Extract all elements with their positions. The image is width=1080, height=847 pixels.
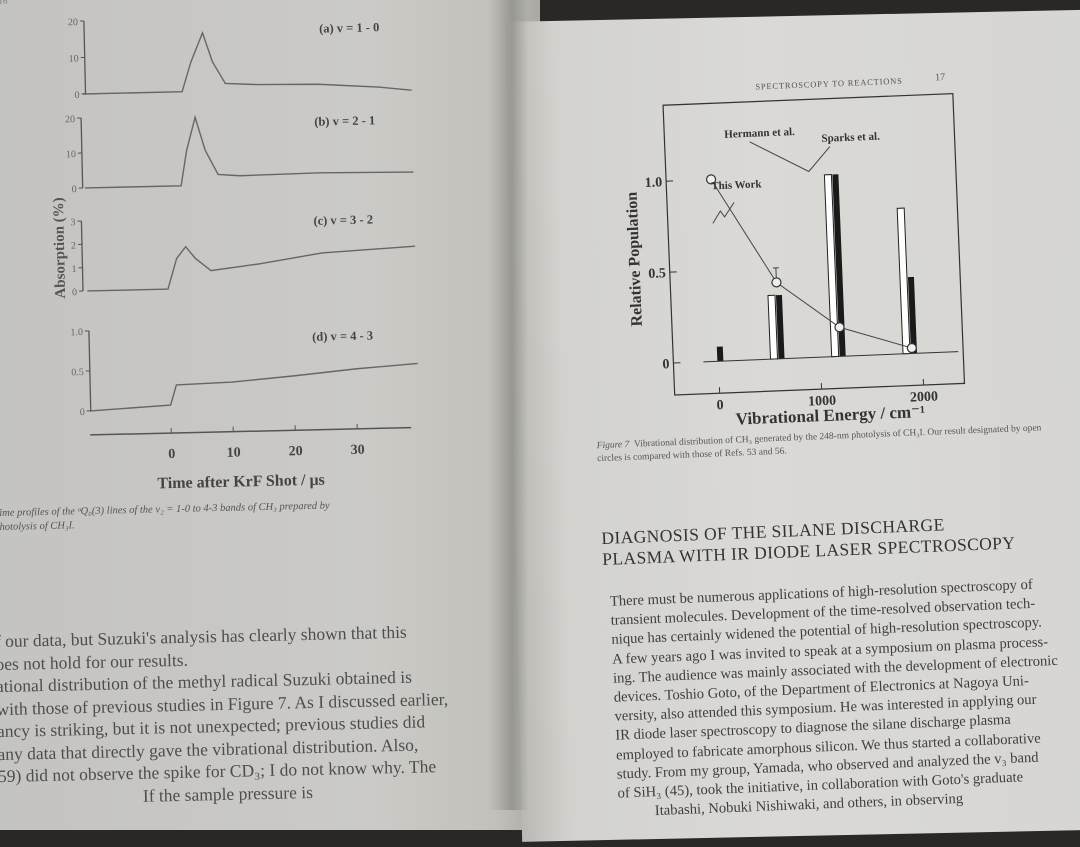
bar-hermann [768,295,778,359]
x-axis-label: Vibrational Energy / cm⁻¹ [735,402,925,429]
x-tick-label: 0 [716,398,724,413]
this-work-point [772,278,781,287]
annotation-sparks: Sparks et al. [821,131,880,145]
baseline [703,352,958,362]
annotation-leader [750,139,831,174]
right-body-text: There must be numerous applications of h… [610,573,1080,823]
y-tick-label: 20 [68,17,78,28]
y-tick-label: 0.5 [648,266,666,282]
this-work-point [907,343,916,352]
this-work-line [711,172,912,356]
y-axis-label: Relative Population [624,191,646,326]
y-tick-label: 1.0 [644,175,662,191]
annotation-hermann: Hermann et al. [724,126,795,141]
plot-frame [663,94,964,395]
caption-label: Figure 7 [596,440,629,451]
bar-hermann [897,208,910,354]
y-tick-label: 0 [662,357,670,372]
this-work-point [835,323,844,332]
section-heading: DIAGNOSIS OF THE SILANE DISCHARGE PLASMA… [601,511,1016,570]
annotation-leader [712,202,735,223]
bar-sparks [717,346,724,361]
annotation-this-work: This Work [711,178,763,192]
